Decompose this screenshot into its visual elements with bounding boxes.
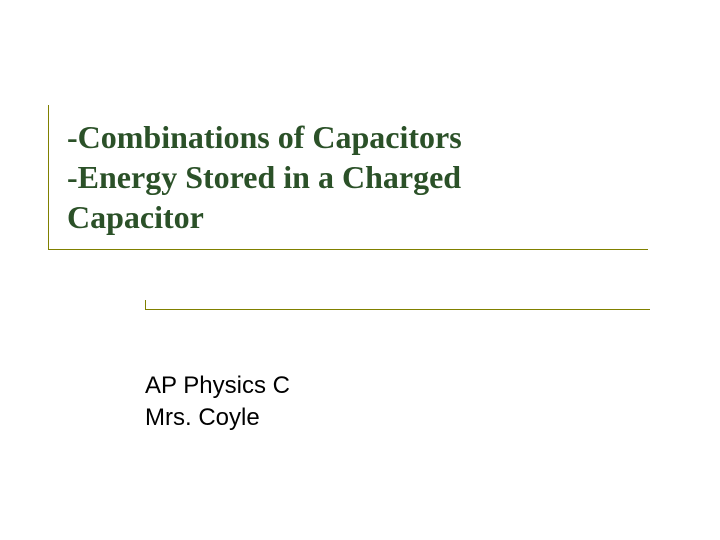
slide-title: -Combinations of Capacitors -Energy Stor… — [67, 117, 648, 237]
title-line-3: Capacitor — [67, 199, 204, 235]
title-line-2: -Energy Stored in a Charged — [67, 159, 461, 195]
subtitle-container: AP Physics C Mrs. Coyle — [145, 370, 290, 435]
title-container: -Combinations of Capacitors -Energy Stor… — [48, 105, 648, 250]
subtitle-line-1: AP Physics C — [145, 372, 290, 399]
subtitle-divider — [145, 300, 650, 310]
subtitle-line-2: Mrs. Coyle — [145, 404, 260, 431]
slide-subtitle: AP Physics C Mrs. Coyle — [145, 370, 290, 435]
title-line-1: -Combinations of Capacitors — [67, 119, 462, 155]
